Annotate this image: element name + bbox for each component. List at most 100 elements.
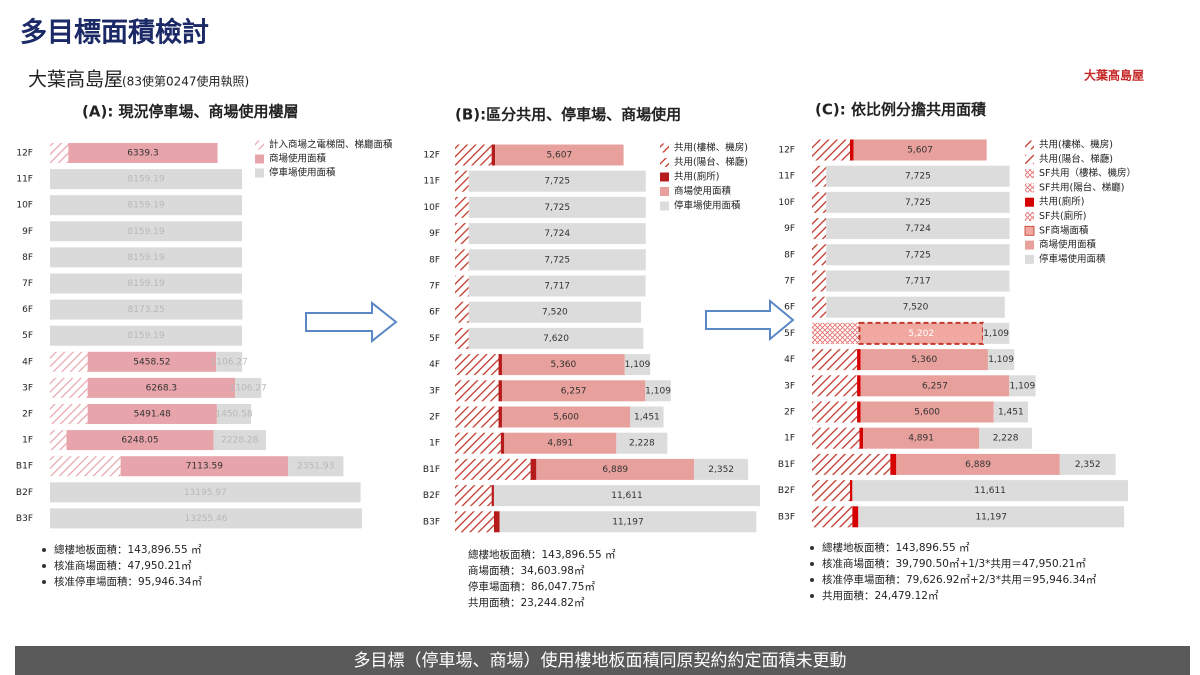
bar-segment — [982, 322, 1010, 344]
data-label: 7,725 — [544, 255, 570, 265]
bar-segment — [455, 301, 469, 323]
bar-segment — [812, 165, 827, 187]
bar-segment — [455, 354, 499, 376]
chart-title: (A): 現況停車場、商場使用樓層 — [82, 103, 299, 121]
bullet — [42, 564, 46, 568]
bar-segment — [87, 404, 217, 424]
bullet — [42, 580, 46, 584]
legend-swatch — [255, 168, 264, 178]
bar-segment — [455, 406, 499, 428]
bar-segment — [812, 244, 827, 266]
data-label: 4,891 — [908, 434, 934, 444]
data-label: 7,717 — [905, 277, 931, 287]
bar-segment — [455, 327, 469, 349]
data-label: 8159.19 — [127, 253, 164, 263]
bar-segment — [858, 321, 984, 345]
bar-segment — [455, 511, 494, 533]
data-label: 1,109 — [988, 355, 1014, 365]
data-label: 7,724 — [544, 229, 570, 239]
floor-label: B3F — [16, 514, 33, 524]
data-label: 7,725 — [905, 250, 931, 260]
bar-segment — [50, 273, 243, 294]
logo: 大葉髙島屋 — [1084, 68, 1144, 83]
floor-label: 11F — [778, 172, 795, 182]
data-label: 1450.58 — [215, 410, 252, 420]
note: 核准商場面積：39,790.50㎡+1/3*共用＝47,950.21㎡ — [822, 557, 1086, 570]
logo-box — [1068, 62, 1160, 88]
legend-swatch — [1025, 183, 1034, 193]
legend-swatch — [255, 140, 264, 150]
legend-swatch — [1025, 154, 1034, 164]
bar-segment — [826, 296, 1005, 318]
bar-segment — [812, 218, 827, 240]
floor-label: 6F — [429, 308, 440, 318]
note: 共用面積：23,244.82㎡ — [468, 596, 585, 609]
bar-segment — [812, 139, 850, 161]
floor-label: 4F — [22, 357, 33, 367]
bar-segment — [812, 322, 860, 344]
bar-segment — [213, 430, 266, 451]
floor-label: 7F — [784, 277, 795, 287]
bar-segment — [50, 377, 88, 398]
legend-swatch — [1025, 197, 1034, 207]
data-label: 1,109 — [645, 386, 671, 396]
note: 核准停車場面積：79,626.92㎡+2/3*共用＝95,946.34㎡ — [822, 573, 1097, 586]
floor-label: 7F — [22, 279, 33, 289]
legend-swatch — [1025, 240, 1034, 250]
bar-segment — [491, 485, 494, 507]
bar-segment — [68, 143, 218, 163]
legend-swatch — [1025, 254, 1034, 264]
bar-segment — [468, 170, 646, 192]
data-label: 7,724 — [905, 224, 931, 234]
data-label: 7,725 — [544, 177, 570, 187]
bar-segment — [812, 270, 827, 292]
bar-segment — [50, 169, 243, 190]
bar-segment — [216, 404, 252, 424]
bar-segment — [235, 377, 262, 398]
legend-label: SF共用（樓梯、機房） — [1039, 167, 1136, 179]
note: 總樓地板面積：143,896.55 ㎡ — [468, 548, 616, 561]
data-label: 5,360 — [550, 360, 576, 370]
data-label: 1,451 — [634, 413, 660, 423]
bar-segment — [493, 485, 760, 507]
floor-label: B2F — [778, 486, 795, 496]
data-label: 5491.48 — [134, 410, 171, 420]
data-label: 5,607 — [907, 146, 933, 156]
data-label: 6,889 — [965, 460, 991, 470]
bar-segment — [50, 247, 243, 268]
floor-label: 12F — [423, 151, 440, 161]
data-label: 7,520 — [542, 308, 568, 318]
floor-label: 2F — [784, 408, 795, 418]
note: 總樓地板面積：143,896.55 ㎡ — [54, 543, 202, 556]
bullet — [810, 562, 814, 566]
footer: 多目標（停車場、商場）使用樓地板面積同原契約約定面積未更動 — [354, 650, 847, 671]
data-label: 6339.3 — [127, 149, 159, 159]
bar-segment — [630, 406, 664, 428]
data-label: 5,600 — [914, 408, 940, 418]
bar-segment — [852, 506, 859, 528]
bar-segment — [860, 349, 988, 371]
legend-label: 停車場使用面積 — [674, 200, 741, 212]
legend-label: 共用(樓梯、機房) — [1039, 139, 1113, 151]
floor-label: 9F — [784, 224, 795, 234]
data-label: 1106.27 — [211, 357, 248, 367]
data-label: 7,620 — [543, 334, 569, 344]
bar-segment — [826, 270, 1010, 292]
bar-segment — [896, 453, 1060, 475]
floor-label: 3F — [429, 386, 440, 396]
data-label: 8159.19 — [127, 331, 164, 341]
building: 大葉高島屋 — [28, 69, 123, 91]
bar-segment — [288, 456, 344, 477]
bar-segment — [812, 480, 850, 502]
legend-label: 停車場使用面積 — [269, 167, 336, 179]
data-label: 2,228 — [993, 434, 1019, 444]
data-label: 2,352 — [1075, 460, 1101, 470]
legend-label: 計入商場之電梯間、梯廳面積 — [269, 139, 393, 151]
data-label: 6,889 — [602, 465, 628, 475]
legend-label: 共用(陽台、梯廳) — [674, 156, 748, 168]
slide-title: 多目標面積檢討 — [20, 17, 209, 49]
bar-segment — [530, 458, 537, 480]
legend-swatch — [1025, 140, 1034, 150]
bar-segment — [66, 430, 214, 451]
floor-label: 3F — [22, 383, 33, 393]
